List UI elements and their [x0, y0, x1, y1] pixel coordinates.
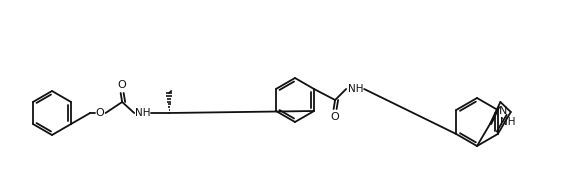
Text: O: O — [331, 112, 339, 122]
Text: O: O — [96, 108, 105, 118]
Text: O: O — [118, 80, 126, 90]
Text: NH: NH — [348, 84, 364, 94]
Text: NH: NH — [136, 108, 151, 118]
Text: N: N — [499, 106, 507, 116]
Text: NH: NH — [500, 117, 515, 127]
